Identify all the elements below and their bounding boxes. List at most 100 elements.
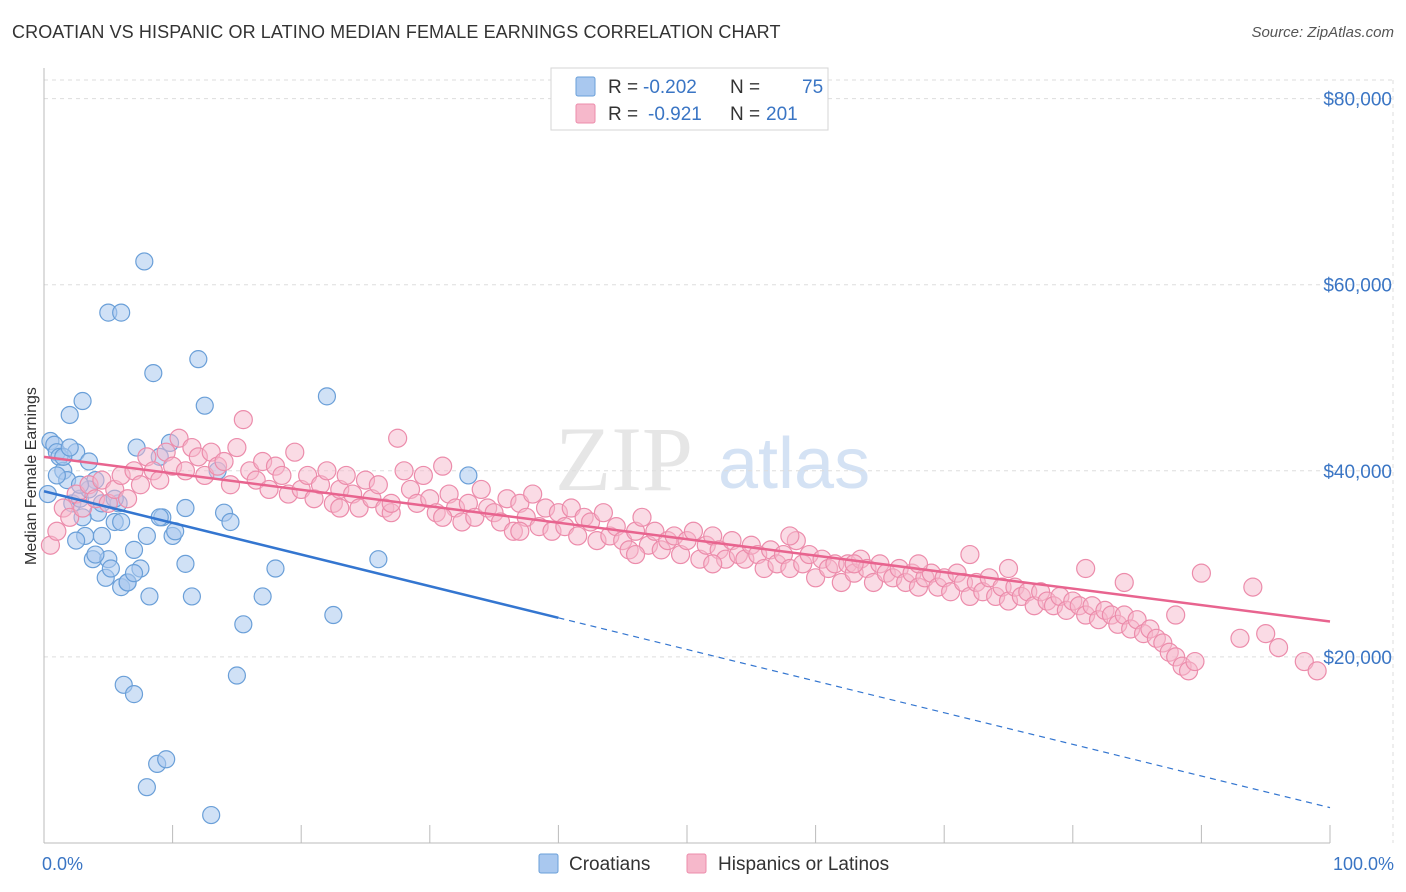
hispanic-point <box>805 568 826 588</box>
y-tick-label: $60,000 <box>1323 276 1392 297</box>
croatian-point <box>459 466 478 485</box>
hispanic-point <box>92 470 112 490</box>
y-tick-label: $40,000 <box>1323 462 1392 483</box>
hispanic-point <box>233 410 253 430</box>
croatian-point <box>157 750 176 769</box>
hispanic-point <box>1076 558 1096 579</box>
axes <box>43 68 1331 844</box>
croatian-point <box>86 545 105 564</box>
hispanic-point <box>568 526 588 546</box>
hispanics-trend-line <box>43 455 1331 623</box>
croatian-point <box>124 564 144 583</box>
croatian-point <box>60 405 79 425</box>
hispanic-point <box>336 465 356 486</box>
croatian-point <box>47 466 66 485</box>
croatian-point <box>144 364 163 383</box>
hispanic-point <box>703 554 723 574</box>
hispanic-point <box>1307 661 1327 681</box>
hispanic-point <box>368 475 388 495</box>
hispanic-points <box>40 410 1327 681</box>
hispanic-point <box>998 558 1019 579</box>
croatian-point <box>67 531 86 550</box>
series-swatch-hispanics <box>686 853 707 874</box>
hispanic-point <box>1294 651 1314 672</box>
hispanic-point <box>1256 624 1276 644</box>
correlation-legend: R = -0.202 N = 75 R = -0.921 N = 201 <box>550 67 829 131</box>
legend-n-label-1: N = <box>730 77 760 98</box>
croatian-point <box>189 350 208 369</box>
hispanic-point <box>490 512 511 532</box>
croatian-point <box>112 303 131 322</box>
x-tick-min: 0.0% <box>42 854 83 874</box>
hispanic-point <box>175 461 196 481</box>
hispanic-point <box>227 437 247 458</box>
trend-lines <box>43 455 1331 809</box>
hispanic-point <box>47 521 67 541</box>
hispanic-point <box>272 465 292 486</box>
hispanic-point <box>1268 637 1289 658</box>
hispanic-point <box>471 479 491 500</box>
x-tick-max: 100.0% <box>1333 854 1394 874</box>
croatian-point <box>137 778 156 797</box>
y-tick-label: $80,000 <box>1323 90 1392 111</box>
croatians-points <box>38 252 478 825</box>
hispanic-point <box>130 475 151 495</box>
chart-title: CROATIAN VS HISPANIC OR LATINO MEDIAN FE… <box>12 22 781 42</box>
croatian-point <box>60 438 79 457</box>
legend-box <box>550 67 829 131</box>
hispanic-point <box>1191 563 1212 583</box>
y-tick-label: $20,000 <box>1323 648 1392 669</box>
croatian-point <box>317 387 337 406</box>
series-label-croatians: Croatians <box>569 854 650 875</box>
hispanic-point <box>317 461 337 481</box>
croatian-point <box>266 559 285 578</box>
hispanic-point <box>632 507 652 527</box>
legend-swatch-pink <box>575 103 596 124</box>
hispanic-point <box>960 544 980 565</box>
watermark-atlas: atlas <box>718 424 870 504</box>
croatian-point <box>182 587 201 606</box>
hispanic-point <box>433 507 453 527</box>
legend-swatch-blue <box>575 76 596 97</box>
legend-n-value-2: 201 <box>766 104 798 125</box>
croatian-point <box>112 512 131 532</box>
y-tick-labels: $20,000 $40,000 $60,000 $80,000 <box>1323 90 1392 669</box>
hispanic-point <box>388 428 408 448</box>
hispanic-point <box>593 503 614 523</box>
croatian-point <box>369 550 388 569</box>
croatian-point <box>176 554 195 573</box>
hispanic-point <box>844 554 864 574</box>
hispanic-point <box>863 572 884 593</box>
hispanic-point <box>349 498 369 518</box>
y-axis-label: Median Female Earnings <box>23 387 40 565</box>
hispanic-point <box>780 526 800 546</box>
hispanic-point <box>561 498 581 518</box>
croatian-point <box>92 526 111 546</box>
watermark-zip: ZIP <box>555 408 693 510</box>
croatian-point <box>124 540 144 559</box>
hispanic-point <box>510 521 530 541</box>
hispanic-point <box>169 428 189 448</box>
series-label-hispanics: Hispanics or Latinos <box>718 854 889 875</box>
hispanic-point <box>625 544 646 565</box>
croatian-point <box>195 396 214 415</box>
hispanic-point <box>683 521 704 541</box>
croatian-point <box>135 252 154 271</box>
croatian-point <box>253 587 272 606</box>
hispanic-point <box>298 465 318 486</box>
croatians-trend-extension <box>558 617 1331 809</box>
legend-r-label-1: R = <box>608 77 638 98</box>
croatian-point <box>140 587 159 606</box>
hispanic-point <box>285 442 305 462</box>
hispanic-point <box>220 475 241 495</box>
hispanic-point <box>1185 651 1205 672</box>
hispanic-point <box>214 451 234 472</box>
hispanic-point <box>941 582 961 602</box>
croatian-point <box>124 685 144 704</box>
source-credit: Source: ZipAtlas.com <box>1251 24 1394 41</box>
croatian-point <box>202 805 221 825</box>
hispanic-point <box>60 507 80 527</box>
croatian-point <box>221 512 240 532</box>
croatian-point <box>234 615 253 634</box>
